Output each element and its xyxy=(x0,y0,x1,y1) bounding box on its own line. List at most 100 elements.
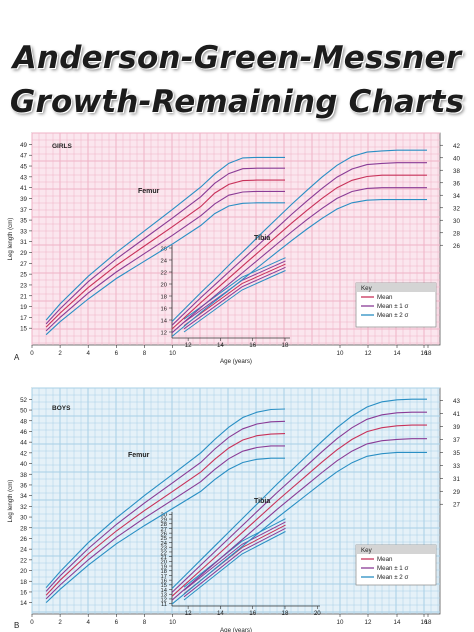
group-label: BOYS xyxy=(52,405,71,412)
y-tick-label: 33 xyxy=(20,228,27,235)
y-tick-label: 38 xyxy=(20,472,27,479)
y2-tick-label: 38 xyxy=(453,168,460,175)
inset-y-tick-label: 18 xyxy=(161,569,167,575)
femur-label: Femur xyxy=(138,188,160,195)
y2-tick-label: 39 xyxy=(453,424,460,431)
legend-entry: Mean ± 2 σ xyxy=(377,574,408,581)
inset-y-tick-label: 30 xyxy=(161,513,167,519)
femur-inset-curve-mean-2 xyxy=(183,263,286,327)
y-tick-label: 25 xyxy=(20,272,27,279)
y-tick-label: 19 xyxy=(20,304,27,311)
legend-entry: Mean ± 1 σ xyxy=(377,303,408,310)
y-tick-label: 16 xyxy=(20,589,27,596)
chart-title-line-2: Growth-Remaining Charts xyxy=(9,84,465,120)
x-tick-label: 2 xyxy=(58,619,62,626)
y2-tick-label: 27 xyxy=(453,502,460,509)
inset-x-tick-label: 12 xyxy=(185,342,192,349)
tibia-label: Tibia xyxy=(254,498,270,505)
y-tick-label: 41 xyxy=(20,185,27,192)
y2-tick-label: 28 xyxy=(453,230,460,237)
y-tick-label: 52 xyxy=(20,397,27,404)
inset-x-tick-label: 18 xyxy=(282,342,289,349)
inset-y-tick-label: 28 xyxy=(161,522,167,528)
y2-tick-label: 42 xyxy=(453,143,460,150)
y-tick-label: 32 xyxy=(20,504,27,511)
y-axis-title: Leg length (cm) xyxy=(7,218,14,261)
y-tick-label: 27 xyxy=(20,261,27,268)
femur-inset-curve-sd1-1 xyxy=(183,266,286,330)
inset-y-tick-label: 14 xyxy=(161,588,168,594)
y-axis-title: Leg length (cm) xyxy=(7,480,14,523)
x-tick-label: 4 xyxy=(86,619,90,626)
inset-y-tick-label: 14 xyxy=(161,318,168,324)
inset-y-tick-label: 26 xyxy=(161,531,167,537)
legend-title: Key xyxy=(361,285,373,292)
tibia-curve-sd2-0 xyxy=(171,398,427,589)
tibia-curve-sd2-4 xyxy=(171,451,427,605)
femur-curve-sd2-0 xyxy=(45,156,285,321)
inset-y-tick-label: 24 xyxy=(161,541,168,547)
tibia-curve-sd1-3 xyxy=(171,438,427,601)
y-tick-label: 28 xyxy=(20,525,27,532)
y-tick-label: 21 xyxy=(20,293,27,300)
inset-x-tick-label: 14 xyxy=(217,342,224,349)
femur-inset-curve-sd2-0 xyxy=(183,531,286,601)
inset-x-tick-label: 12 xyxy=(185,610,192,617)
x-tick-label: 12 xyxy=(365,350,372,357)
inset-y-tick-label: 22 xyxy=(161,550,167,556)
femur-label: Femur xyxy=(128,452,150,459)
femur-inset-curve-sd2-0 xyxy=(183,270,286,333)
y-tick-label: 35 xyxy=(20,218,27,225)
femur-inset-curve-sd2-4 xyxy=(183,518,286,588)
panel-label: B xyxy=(14,621,19,630)
y2-tick-label: 32 xyxy=(453,205,460,212)
legend-entry: Mean ± 1 σ xyxy=(377,565,408,572)
y-tick-label: 30 xyxy=(20,515,27,522)
tibia-curve-sd2-0 xyxy=(171,149,427,322)
x-tick-label: 10 xyxy=(337,350,344,357)
y2-tick-label: 43 xyxy=(453,398,460,405)
femur-curve-sd1-1 xyxy=(45,420,286,592)
femur-curve-mean-2 xyxy=(45,433,286,596)
y-tick-label: 18 xyxy=(20,579,27,586)
x-tick-label: 10 xyxy=(169,350,176,357)
femur-curve-mean-2 xyxy=(45,179,285,328)
x-tick-label: 6 xyxy=(115,350,119,357)
x-tick-label: 8 xyxy=(143,350,147,357)
tibia-curve-sd1-1 xyxy=(171,162,427,326)
y2-tick-label: 26 xyxy=(453,243,460,250)
x-axis-title: Age (years) xyxy=(220,627,252,632)
y2-tick-label: 37 xyxy=(453,437,460,444)
x-tick-label: 0 xyxy=(30,619,34,626)
x-tick-label: 14 xyxy=(394,619,401,626)
inset-y-tick-label: 16 xyxy=(161,306,167,312)
group-label: GIRLS xyxy=(52,143,73,150)
y-tick-label: 24 xyxy=(20,547,27,554)
inset-y-tick-label: 29 xyxy=(161,517,167,523)
x-tick-label: 0 xyxy=(30,350,34,357)
y-tick-label: 17 xyxy=(20,315,27,322)
y-tick-label: 26 xyxy=(20,536,27,543)
y-tick-label: 36 xyxy=(20,482,27,489)
y2-tick-label: 30 xyxy=(453,218,460,225)
x-tick-label: 6 xyxy=(115,619,119,626)
inset-x-tick-label: 14 xyxy=(217,610,224,617)
y2-tick-label: 31 xyxy=(453,476,460,483)
tibia-curve-mean-2 xyxy=(171,174,427,330)
x-tick-label: 8 xyxy=(143,619,147,626)
femur-curve-sd2-0 xyxy=(45,408,286,589)
inset-y-tick-label: 13 xyxy=(161,593,167,599)
inset-y-tick-label: 27 xyxy=(161,527,167,533)
y-tick-label: 44 xyxy=(20,440,27,447)
y-tick-label: 15 xyxy=(20,326,27,333)
legend-title: Key xyxy=(361,547,373,554)
y-tick-label: 48 xyxy=(20,418,27,425)
y-tick-label: 50 xyxy=(20,408,27,415)
x-tick-label: 10 xyxy=(337,619,344,626)
femur-curve-sd2-4 xyxy=(45,202,285,336)
femur-curve-sd2-4 xyxy=(45,457,285,603)
y-tick-label: 34 xyxy=(20,493,27,500)
chart-title-line-1: Anderson-Green-Messner xyxy=(12,40,462,76)
y-tick-label: 22 xyxy=(20,557,27,564)
inset-y-tick-label: 12 xyxy=(161,330,167,336)
